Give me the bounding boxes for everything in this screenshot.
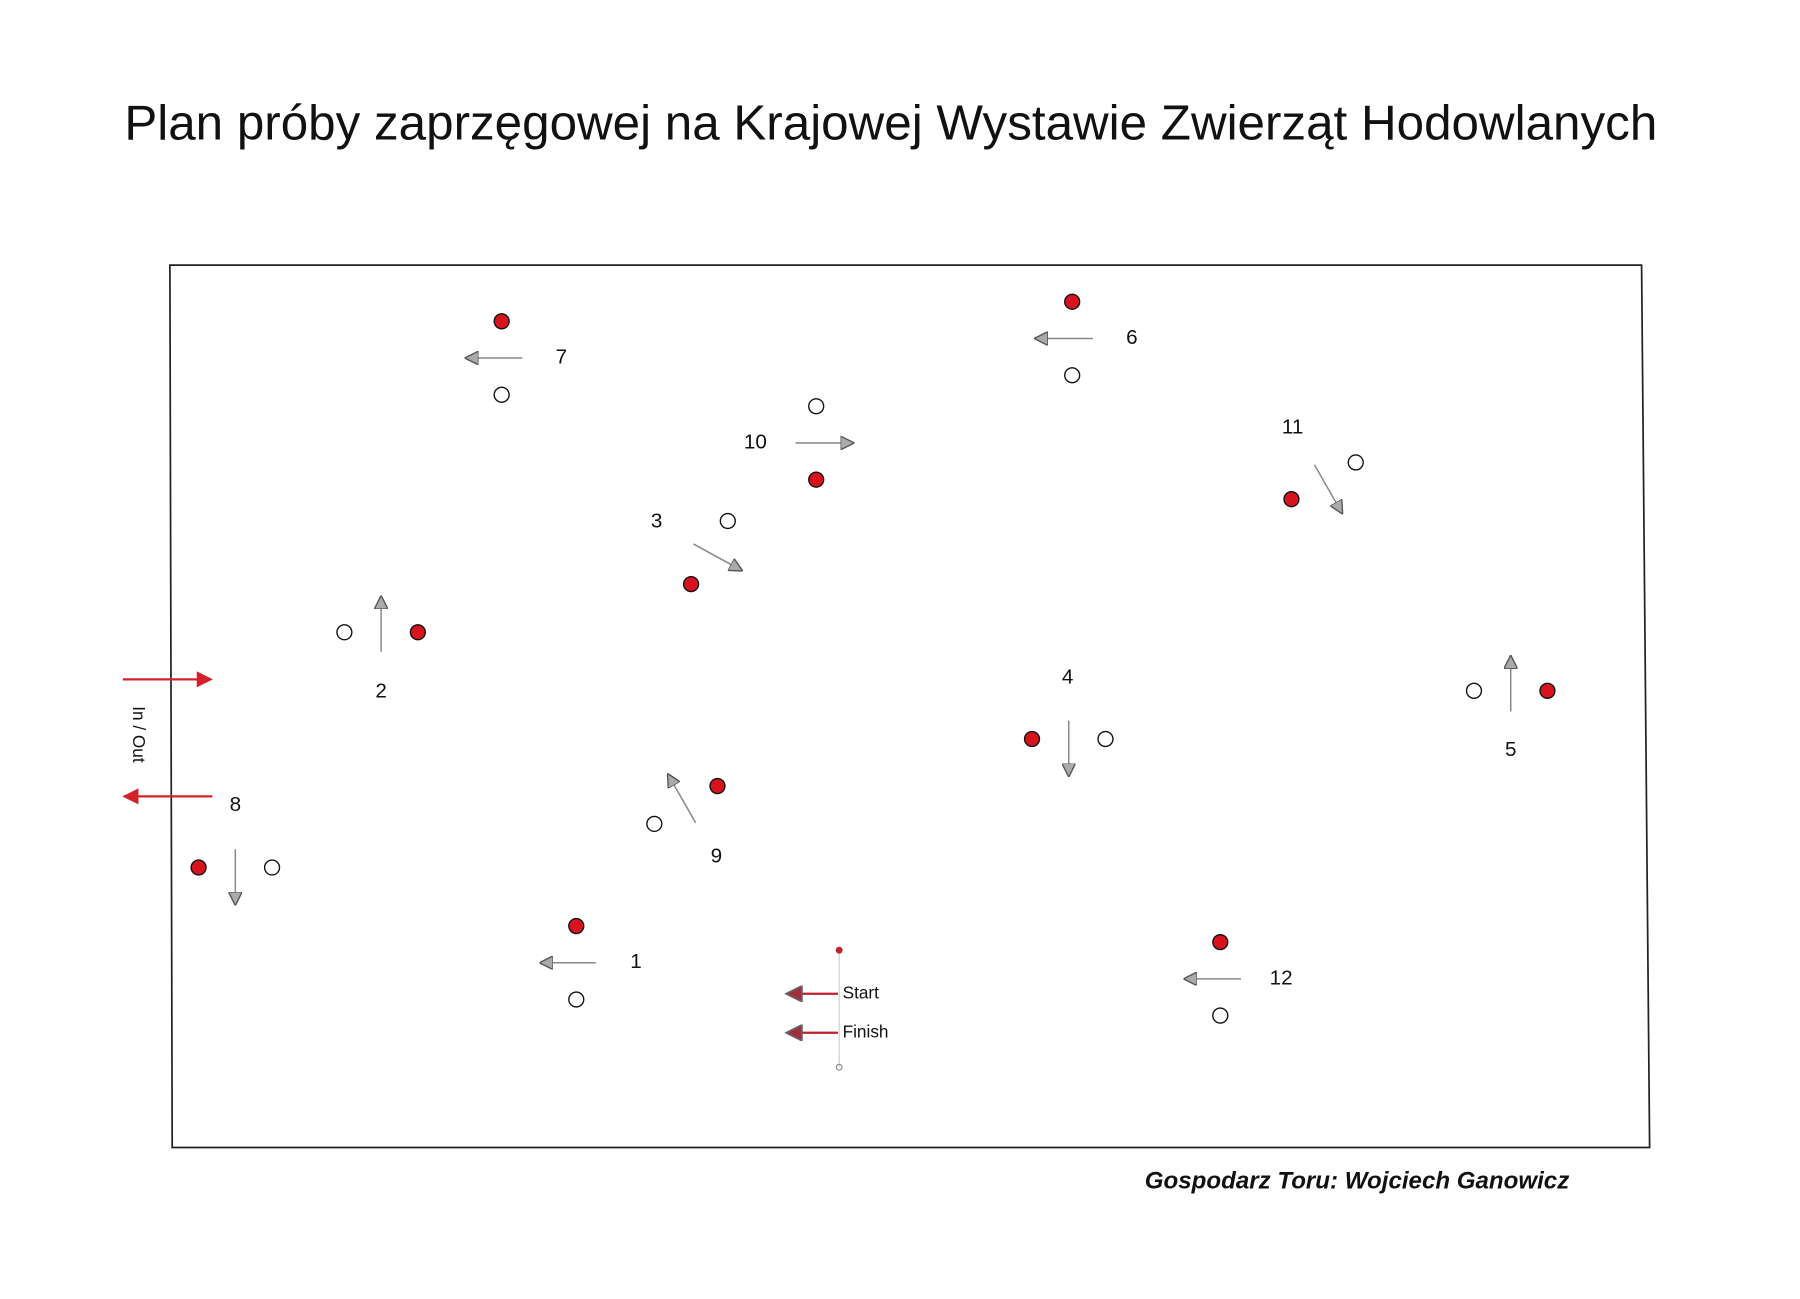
in-out-label: In / Out [129,706,149,763]
red-post [1064,293,1081,310]
obstacle-number: 11 [1282,415,1303,438]
title: Plan próby zaprzęgowej na Krajowej Wysta… [124,95,1657,150]
start-label: Start [843,982,880,1002]
obstacle-number: 9 [711,845,722,868]
obstacle-number: 6 [1126,326,1137,349]
arena-border [169,264,1651,1149]
obstacle: 2 [336,597,427,702]
white-post [1465,682,1483,699]
obstacle: 12 [1185,933,1293,1024]
finish-post [835,1063,843,1071]
obstacle-number: 3 [651,510,662,533]
red-post [709,777,726,795]
obstacle: 10 [744,398,853,488]
red-post [1023,730,1041,748]
red-post [1539,682,1556,699]
footer: Gospodarz Toru: Wojciech Ganowicz [1145,1167,1569,1194]
obstacle: 5 [1465,656,1556,761]
white-post [1064,367,1081,384]
obstacle-number: 5 [1505,738,1516,761]
obstacle-number: 7 [556,345,567,368]
white-post [719,512,736,530]
obstacle-number: 12 [1270,966,1293,989]
obstacle-number: 4 [1062,666,1073,689]
white-post [568,991,585,1008]
red-post [808,471,825,488]
obstacle: 1 [541,917,642,1008]
obstacle-number: 8 [230,793,241,816]
direction-arrow [693,543,741,570]
obstacle: 8 [190,793,281,904]
white-post [263,859,281,876]
red-post [190,859,207,876]
white-post [1347,454,1364,471]
red-post [1283,491,1300,508]
white-post [336,624,353,641]
obstacle: 6 [1035,293,1138,384]
white-post [808,398,825,415]
red-post [409,624,427,641]
red-post [568,917,585,935]
obstacle: 4 [1023,666,1114,776]
finish-label: Finish [843,1021,889,1041]
white-post [1097,730,1114,748]
direction-arrow [668,775,697,824]
obstacle: 9 [646,775,726,868]
direction-arrow [1313,464,1342,513]
red-post [1212,933,1229,951]
obstacle: 11 [1282,415,1364,513]
obstacle-number: 1 [630,950,641,973]
white-post [493,386,510,403]
white-post [646,815,663,833]
start-post [835,946,843,954]
obstacle-number: 10 [744,430,767,453]
obstacle-number: 2 [375,679,386,702]
red-post [493,313,510,330]
obstacle: 3 [651,510,742,593]
white-post [1212,1007,1229,1024]
obstacle: 7 [466,313,567,403]
red-post [682,575,700,593]
